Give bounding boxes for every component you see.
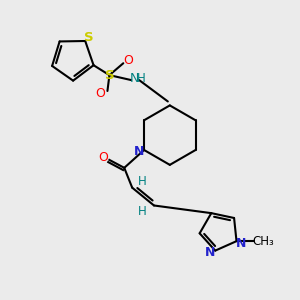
Text: S: S: [105, 69, 114, 82]
Text: O: O: [123, 54, 133, 67]
Text: N: N: [205, 246, 215, 259]
Text: N: N: [130, 72, 139, 85]
Text: N: N: [134, 146, 144, 158]
Text: H: H: [138, 205, 146, 218]
Text: H: H: [138, 175, 146, 188]
Text: O: O: [98, 152, 108, 164]
Text: CH₃: CH₃: [252, 235, 274, 248]
Text: N: N: [236, 237, 247, 250]
Text: H: H: [137, 72, 146, 85]
Text: S: S: [84, 31, 94, 44]
Text: O: O: [96, 88, 105, 100]
